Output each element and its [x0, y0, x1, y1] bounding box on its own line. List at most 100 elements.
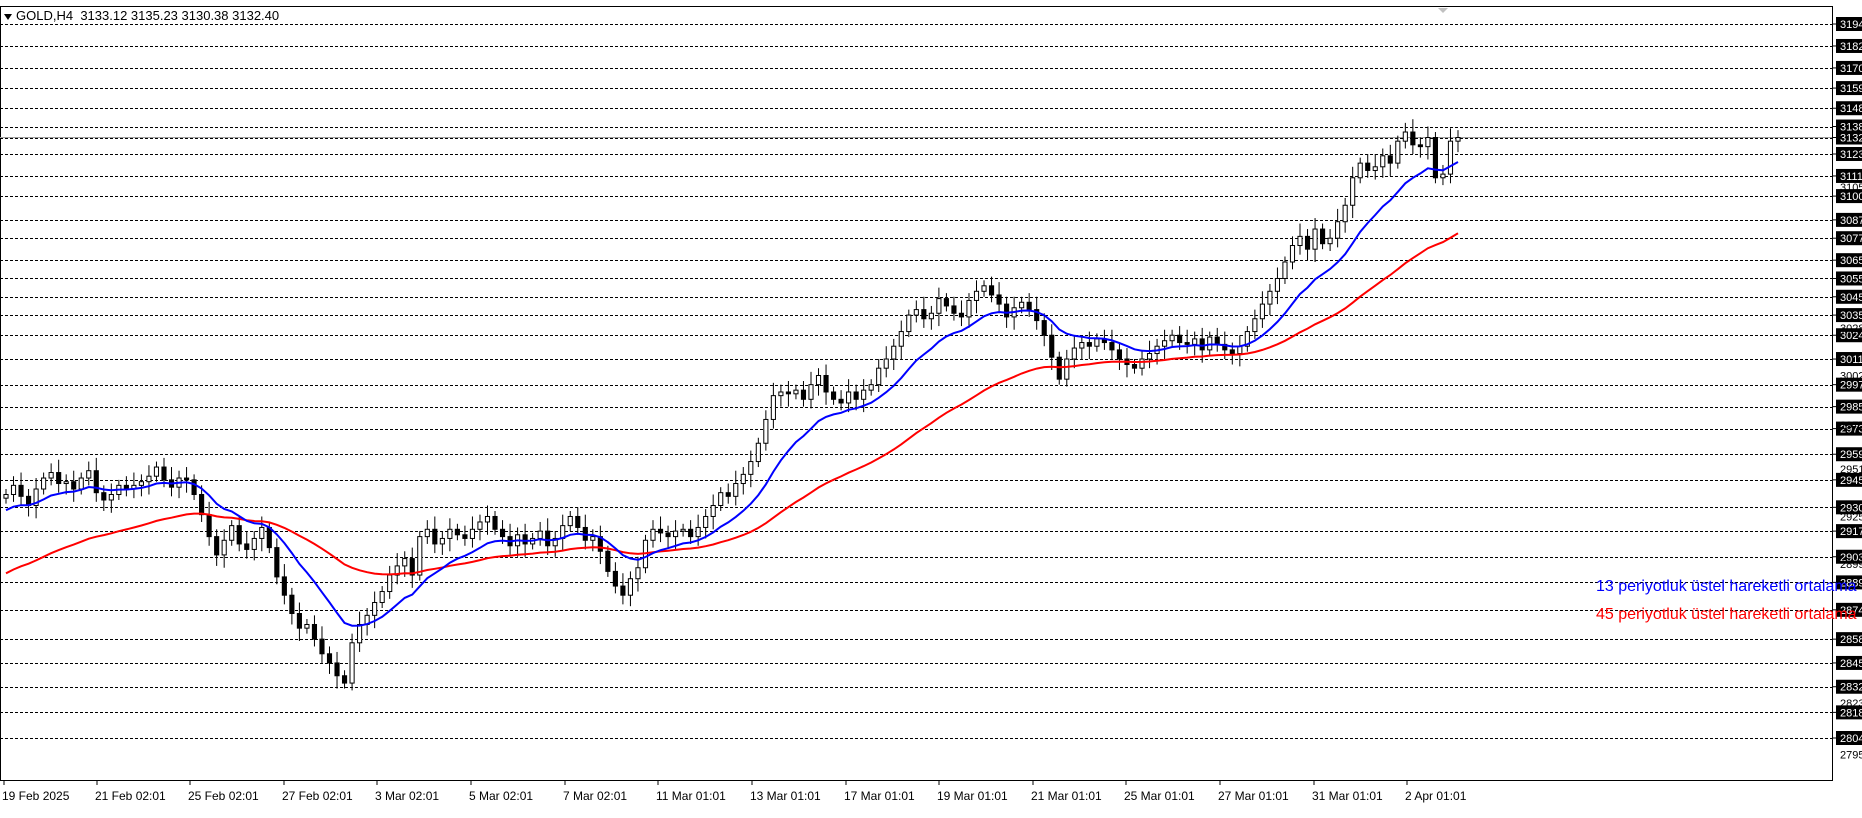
price-label-box: [1836, 212, 1862, 227]
candle-body: [334, 662, 340, 677]
candle-body: [349, 642, 355, 684]
candle-body: [372, 602, 378, 616]
price-label-box: [1836, 189, 1862, 204]
candle-body: [785, 391, 791, 395]
time-label: 2 Apr 01:01: [1405, 789, 1467, 803]
candle-body: [861, 389, 867, 400]
price-label-box: [1836, 38, 1862, 53]
candle-body: [815, 375, 822, 386]
candle-body: [259, 526, 265, 539]
candle-body: [86, 470, 92, 479]
price-label-box: [1836, 377, 1862, 392]
candle-body: [545, 530, 551, 547]
time-label: 25 Feb 02:01: [188, 789, 259, 803]
axis-label: 2975: [1840, 420, 1862, 432]
candle-body: [18, 484, 24, 497]
candle-body: [93, 470, 99, 494]
candle-body: [274, 547, 280, 578]
candle-body: [1116, 349, 1123, 360]
candle-body: [499, 528, 506, 538]
candle-body: [1064, 358, 1070, 380]
candle-body: [605, 550, 611, 572]
time-label: 21 Mar 01:01: [1031, 789, 1102, 803]
candle-body: [1274, 277, 1281, 292]
price-label-box: [1836, 101, 1862, 116]
candle-body: [928, 312, 934, 320]
candle-body: [981, 285, 987, 292]
candle-body: [853, 391, 859, 400]
candle-body: [138, 481, 144, 486]
time-label: 31 Mar 01:01: [1312, 789, 1383, 803]
candle-body: [1207, 336, 1213, 351]
candle-body: [492, 515, 498, 530]
price-label-box: [1836, 60, 1862, 75]
candle-body: [1380, 155, 1386, 168]
candle-body: [41, 477, 47, 490]
price-label-box: [1836, 655, 1862, 670]
candle-body: [936, 298, 942, 314]
time-label: 19 Feb 2025: [2, 789, 70, 803]
candle-body: [1417, 144, 1423, 148]
candle-body: [161, 466, 167, 481]
price-label-box: [1836, 679, 1862, 694]
candle-body: [424, 528, 430, 538]
price-label-box: [1836, 289, 1862, 304]
candle-body: [3, 494, 9, 499]
price-label-box: [1836, 731, 1862, 745]
candle-body: [191, 479, 197, 496]
candle-body: [680, 528, 686, 532]
candle-body: [1041, 320, 1047, 336]
candle-body: [755, 442, 761, 463]
candle-body: [868, 384, 874, 391]
candle-body: [800, 389, 807, 400]
candle-body: [635, 567, 641, 580]
candle-body: [454, 528, 460, 536]
candle-body: [63, 481, 69, 485]
time-label: 21 Feb 02:01: [95, 789, 166, 803]
price-label-box: [1836, 119, 1862, 134]
candle-body: [71, 481, 77, 490]
candle-body: [402, 558, 408, 567]
candle-body: [590, 536, 596, 541]
price-label: 2917: [1840, 526, 1862, 538]
candle-body: [1282, 261, 1288, 279]
axis-label: 2925: [1840, 511, 1862, 523]
candle-body: [183, 477, 190, 481]
candle-body: [78, 477, 84, 490]
candle-body: [770, 395, 776, 420]
time-label: 19 Mar 01:01: [937, 789, 1008, 803]
candle-body: [620, 585, 626, 596]
candle-body: [823, 375, 829, 393]
candle-body: [710, 504, 716, 517]
time-label: 11 Mar 01:01: [656, 789, 726, 803]
price-label-box: [1836, 308, 1862, 323]
candle-body: [733, 483, 739, 497]
price-label-box: [1836, 146, 1862, 161]
candle-body: [1071, 347, 1077, 360]
axis-label: 2823: [1840, 698, 1862, 710]
candle-body: [1372, 166, 1378, 171]
price-label: 2858: [1840, 634, 1862, 646]
price-label-box: [1836, 81, 1862, 96]
candle-body: [477, 521, 483, 530]
candle-body: [48, 472, 54, 479]
candle-body: [793, 389, 799, 395]
symbol-label: GOLD,H4: [16, 8, 74, 23]
candle-body: [289, 594, 295, 615]
price-label-box: [1836, 231, 1862, 246]
candle-body: [439, 537, 445, 545]
chart-shift-icon[interactable]: [1438, 8, 1448, 13]
price-label: 2985: [1840, 402, 1862, 414]
chart-header: GOLD,H4 3133.12 3135.23 3130.38 3132.40: [4, 8, 279, 23]
candle-body: [627, 578, 634, 596]
collapse-triangle-icon[interactable]: [4, 13, 12, 20]
candle-body: [612, 570, 618, 587]
candle-body: [988, 285, 995, 296]
candle-body: [1139, 358, 1145, 369]
candle-body: [665, 532, 671, 538]
candle-body: [740, 473, 746, 485]
candle-body: [214, 536, 220, 556]
price-label: 3148: [1840, 103, 1862, 115]
price-label: 3045: [1840, 292, 1862, 304]
